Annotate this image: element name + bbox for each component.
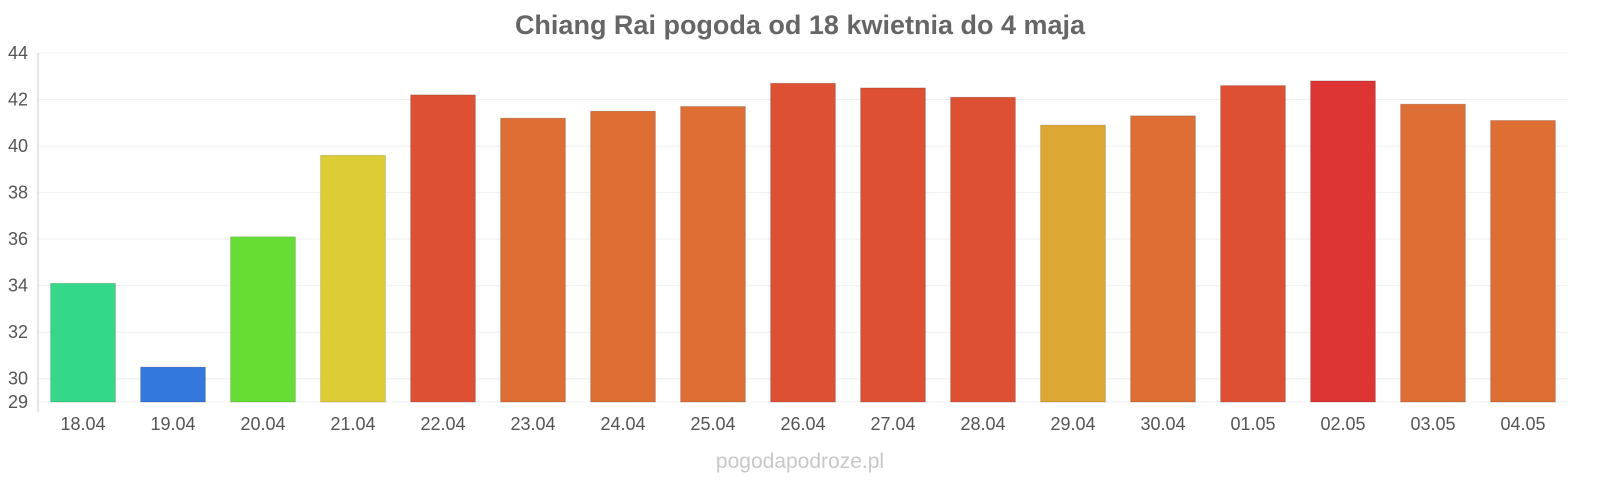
- x-tick-label: 18.04: [60, 414, 105, 434]
- bar-02.05: [1310, 80, 1376, 403]
- x-tick-label: 01.05: [1230, 414, 1275, 434]
- y-tick-label: 32: [8, 322, 28, 342]
- x-tick-label: 03.05: [1410, 414, 1455, 434]
- bar-23.04: [500, 117, 566, 403]
- x-tick-label: 21.04: [330, 414, 375, 434]
- bar-04.05: [1490, 119, 1556, 403]
- x-tick-label: 30.04: [1140, 414, 1185, 434]
- x-tick-label: 24.04: [600, 414, 645, 434]
- watermark: pogodapodroze.pl: [715, 450, 885, 473]
- bar-29.04: [1040, 124, 1106, 403]
- x-tick-label: 23.04: [510, 414, 555, 434]
- x-tick-label: 26.04: [780, 414, 825, 434]
- bar-03.05: [1400, 103, 1466, 403]
- bar-21.04: [320, 154, 386, 403]
- y-tick-labels: 29 30 32 34 36 38 40 42 44: [8, 43, 28, 412]
- bar-26.04: [770, 82, 836, 403]
- y-tick-label: 34: [8, 276, 28, 296]
- bar-28.04: [950, 96, 1016, 403]
- x-tick-label: 20.04: [240, 414, 285, 434]
- bar-30.04: [1130, 115, 1196, 403]
- bar-25.04: [680, 106, 746, 403]
- bar-24.04: [590, 110, 656, 403]
- y-tick-label: 42: [8, 90, 28, 110]
- bar-20.04: [230, 236, 296, 403]
- bar-19.04: [140, 366, 206, 403]
- x-tick-label: 04.05: [1500, 414, 1545, 434]
- bar-01.05: [1220, 85, 1286, 403]
- x-tick-label: 28.04: [960, 414, 1005, 434]
- y-tick-label: 38: [8, 183, 28, 203]
- x-tick-label: 29.04: [1050, 414, 1095, 434]
- bar-22.04: [410, 94, 476, 403]
- bars: [50, 80, 1556, 403]
- y-tick-label: 30: [8, 369, 28, 389]
- y-tick-label: 29: [8, 392, 28, 412]
- y-tick-label: 36: [8, 229, 28, 249]
- x-tick-labels: 18.04 19.04 20.04 21.04 22.04 23.04 24.04 25.04…: [60, 414, 1545, 434]
- y-tick-label: 44: [8, 43, 28, 63]
- x-tick-label: 25.04: [690, 414, 735, 434]
- y-tick-label: 40: [8, 136, 28, 156]
- bar-27.04: [860, 87, 926, 403]
- x-tick-label: 22.04: [420, 414, 465, 434]
- x-tick-label: 19.04: [150, 414, 195, 434]
- bar-18.04: [50, 282, 116, 403]
- chart-title: Chiang Rai pogoda od 18 kwietnia do 4 ma…: [514, 10, 1086, 40]
- x-tick-label: 02.05: [1320, 414, 1365, 434]
- x-tick-label: 27.04: [870, 414, 915, 434]
